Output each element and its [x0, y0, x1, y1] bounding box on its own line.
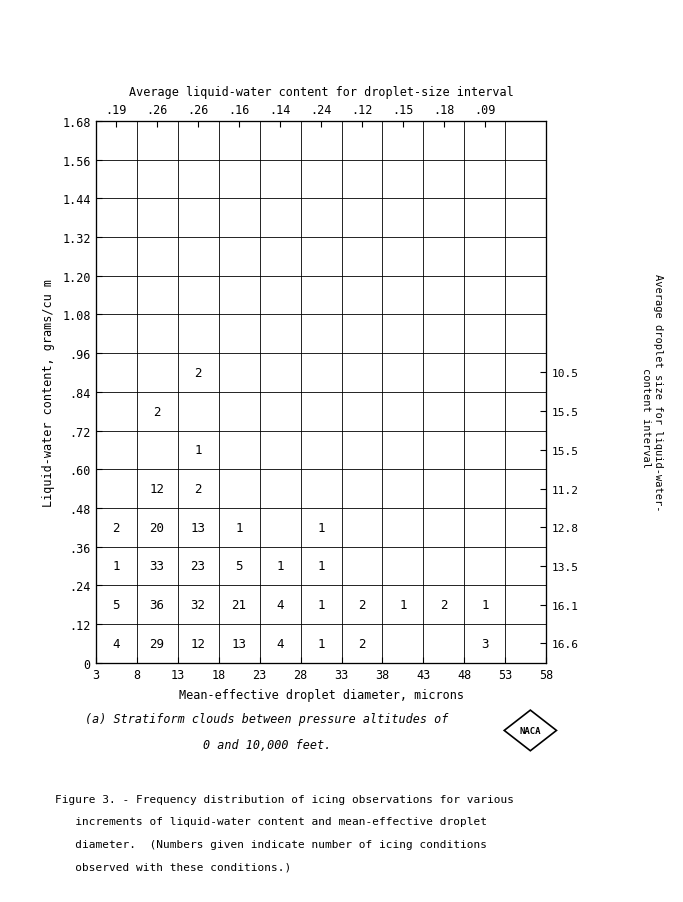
- Text: Figure 3. - Frequency distribution of icing observations for various: Figure 3. - Frequency distribution of ic…: [55, 794, 514, 804]
- Text: 5: 5: [113, 599, 120, 612]
- Text: 5: 5: [236, 560, 242, 573]
- Text: 0 and 10,000 feet.: 0 and 10,000 feet.: [203, 738, 331, 750]
- Text: NACA: NACA: [520, 726, 541, 735]
- Text: (a) Stratiform clouds between pressure altitudes of: (a) Stratiform clouds between pressure a…: [85, 713, 449, 725]
- Text: 4: 4: [277, 599, 283, 612]
- Text: 1: 1: [482, 599, 488, 612]
- Text: 20: 20: [150, 521, 165, 534]
- Text: 33: 33: [150, 560, 165, 573]
- Text: 2: 2: [359, 599, 365, 612]
- Text: 4: 4: [277, 637, 283, 650]
- Text: 2: 2: [195, 366, 201, 380]
- Text: 1: 1: [113, 560, 120, 573]
- Y-axis label: Liquid-water content, grams/cu m: Liquid-water content, grams/cu m: [42, 279, 55, 506]
- X-axis label: Average liquid-water content for droplet-size interval: Average liquid-water content for droplet…: [128, 86, 514, 98]
- Text: 12: 12: [191, 637, 206, 650]
- Text: 1: 1: [318, 599, 324, 612]
- Text: 1: 1: [236, 521, 242, 534]
- Text: diameter.  (Numbers given indicate number of icing conditions: diameter. (Numbers given indicate number…: [55, 839, 487, 849]
- Text: 2: 2: [154, 405, 161, 419]
- Text: increments of liquid-water content and mean-effective droplet: increments of liquid-water content and m…: [55, 816, 487, 826]
- Text: 1: 1: [195, 444, 201, 456]
- Text: 21: 21: [232, 599, 247, 612]
- Text: observed with these conditions.): observed with these conditions.): [55, 861, 291, 871]
- Text: 3: 3: [482, 637, 488, 650]
- Text: 13: 13: [232, 637, 247, 650]
- Text: 29: 29: [150, 637, 165, 650]
- Text: 12: 12: [150, 483, 165, 495]
- Text: 36: 36: [150, 599, 165, 612]
- Text: 2: 2: [113, 521, 120, 534]
- Text: 2: 2: [359, 637, 365, 650]
- X-axis label: Mean-effective droplet diameter, microns: Mean-effective droplet diameter, microns: [178, 687, 464, 701]
- Text: 1: 1: [318, 560, 324, 573]
- Text: 32: 32: [191, 599, 206, 612]
- Text: 13: 13: [191, 521, 206, 534]
- Text: 1: 1: [277, 560, 283, 573]
- Text: 1: 1: [318, 521, 324, 534]
- Text: Average droplet size for liquid-water-
        content interval: Average droplet size for liquid-water- c…: [641, 273, 663, 511]
- Text: 23: 23: [191, 560, 206, 573]
- Text: 2: 2: [441, 599, 447, 612]
- Text: 1: 1: [400, 599, 406, 612]
- Text: 4: 4: [113, 637, 120, 650]
- Text: 2: 2: [195, 483, 201, 495]
- Text: 1: 1: [318, 637, 324, 650]
